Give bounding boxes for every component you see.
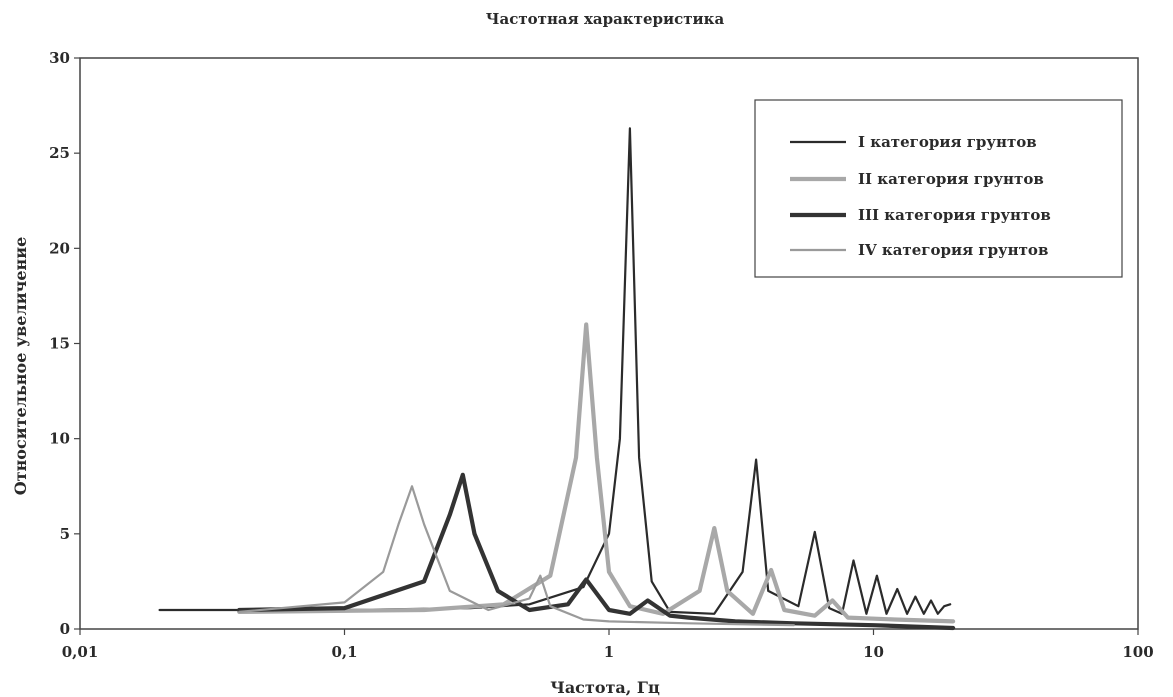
x-tick-label: 1 xyxy=(604,643,614,661)
x-tick-label: 0,01 xyxy=(62,643,99,661)
y-tick-label: 0 xyxy=(60,620,70,638)
series-layer xyxy=(158,127,956,631)
x-tick-label: 10 xyxy=(863,643,884,661)
legend: I категория грунтов II категория грунтов I… xyxy=(754,99,1123,278)
series-line-4 xyxy=(238,485,796,627)
y-tick-label: 20 xyxy=(49,239,70,257)
y-axis-ticks: 0 5 10 15 20 25 30 xyxy=(49,49,80,638)
x-tick-label: 0,1 xyxy=(331,643,357,661)
x-axis-ticks: 0,01 0,1 1 10 100 xyxy=(62,629,1154,661)
legend-label-3: III категория грунтов xyxy=(858,206,1051,224)
chart-title: Частотная характеристика xyxy=(486,10,725,28)
y-axis-label: Относительное увеличение xyxy=(11,237,30,496)
series-line-3 xyxy=(237,472,956,631)
y-tick-label: 10 xyxy=(49,430,70,448)
x-tick-label: 100 xyxy=(1122,643,1153,661)
legend-label-4: IV категория грунтов xyxy=(858,241,1048,259)
y-tick-label: 30 xyxy=(49,49,70,67)
legend-label-2: II категория грунтов xyxy=(858,170,1044,188)
legend-box xyxy=(754,99,1123,278)
plot-frame xyxy=(79,57,1139,630)
y-tick-label: 25 xyxy=(49,144,70,162)
x-axis-label: Частота, Гц xyxy=(550,678,660,697)
y-tick-label: 15 xyxy=(49,335,70,353)
series-line-2 xyxy=(237,322,956,624)
y-tick-label: 5 xyxy=(60,525,70,543)
legend-label-1: I категория грунтов xyxy=(858,133,1037,151)
series-line-1 xyxy=(158,127,952,615)
